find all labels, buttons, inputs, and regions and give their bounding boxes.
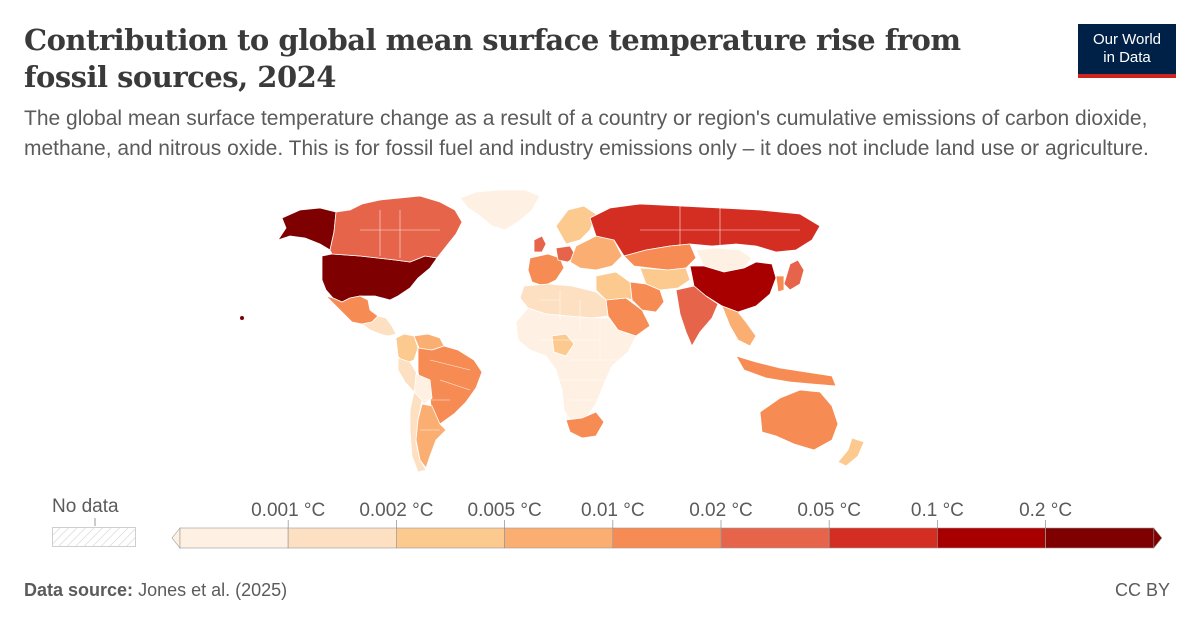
- chart-subtitle: The global mean surface temperature chan…: [24, 107, 1149, 160]
- map-region-canada[interactable]: [329, 195, 463, 263]
- legend-label: 0.01 °C: [581, 500, 645, 521]
- map-region-western-europe[interactable]: [527, 253, 565, 287]
- map-region-scandinavia[interactable]: [555, 205, 597, 245]
- legend-bin: [1045, 527, 1155, 549]
- map-region-iran[interactable]: [629, 281, 665, 313]
- color-legend: 0.001 °C 0.002 °C 0.005 °C 0.01 °C 0.02 °C 0.…: [171, 500, 1163, 549]
- map-region-argentina[interactable]: [415, 403, 447, 469]
- map-region-saudi-arabia[interactable]: [605, 297, 651, 337]
- map-region-australia[interactable]: [759, 389, 839, 451]
- map-region-colombia[interactable]: [395, 333, 419, 365]
- map-region-eastern-europe[interactable]: [569, 235, 623, 271]
- legend-label: 0.02 °C: [689, 500, 753, 521]
- data-source[interactable]: Data source: Jones et al. (2025): [24, 580, 287, 601]
- map-region-greenland[interactable]: [459, 189, 541, 231]
- map-region-sub-saharan-africa[interactable]: [515, 307, 637, 425]
- map-region-india[interactable]: [675, 285, 719, 347]
- legend-label: 0.05 °C: [797, 500, 861, 521]
- data-source-value: Jones et al. (2025): [138, 580, 288, 600]
- map-region-southeast-asia[interactable]: [721, 305, 757, 347]
- legend-bin: [396, 527, 505, 549]
- legend-bin: [504, 527, 614, 549]
- legend-label: 0.2 °C: [1019, 500, 1072, 521]
- legend-bin: [179, 527, 289, 549]
- map-region-kazakhstan[interactable]: [623, 243, 697, 271]
- map-region-south-africa[interactable]: [565, 411, 605, 439]
- map-region-nigeria[interactable]: [551, 333, 575, 357]
- map-region-new-zealand[interactable]: [837, 437, 865, 467]
- map-region-japan[interactable]: [783, 259, 805, 291]
- map-region-middle-east[interactable]: [595, 271, 633, 301]
- logo-line-1: Our World: [1092, 31, 1162, 48]
- legend-label: 0.001 °C: [251, 500, 325, 521]
- owid-logo[interactable]: Our World in Data: [1078, 24, 1176, 78]
- map-hawaii-dot: [240, 316, 244, 320]
- data-source-label: Data source:: [24, 580, 134, 600]
- no-data-swatch: [52, 527, 136, 547]
- chart-title: Contribution to global mean surface temp…: [24, 23, 961, 94]
- legend-right-arrow: [1153, 527, 1163, 549]
- legend-bin: [612, 527, 722, 549]
- legend-label: 0.005 °C: [468, 500, 542, 521]
- legend-label: 0.002 °C: [359, 500, 433, 521]
- map-region-central-america[interactable]: [361, 315, 397, 337]
- logo-line-2: in Data: [1103, 49, 1151, 66]
- map-region-mexico[interactable]: [325, 295, 379, 325]
- license-link[interactable]: CC BY: [1114, 580, 1170, 600]
- no-data-label: No data: [52, 496, 119, 517]
- no-data-tick: [94, 518, 96, 526]
- map-region-alaska[interactable]: [277, 207, 337, 251]
- legend-bin: [720, 527, 830, 549]
- map-region-united-kingdom[interactable]: [533, 235, 547, 253]
- legend-label: 0.1 °C: [911, 500, 964, 521]
- legend-left-arrow: [171, 527, 181, 549]
- map-region-north-africa[interactable]: [519, 283, 609, 319]
- map-region-indonesia[interactable]: [735, 355, 837, 387]
- legend-bin: [287, 527, 397, 549]
- world-map[interactable]: [0, 186, 1200, 486]
- map-region-united-states[interactable]: [321, 253, 438, 303]
- legend-bin: [828, 527, 938, 549]
- map-region-south-korea[interactable]: [775, 275, 785, 293]
- legend-bin: [937, 527, 1046, 549]
